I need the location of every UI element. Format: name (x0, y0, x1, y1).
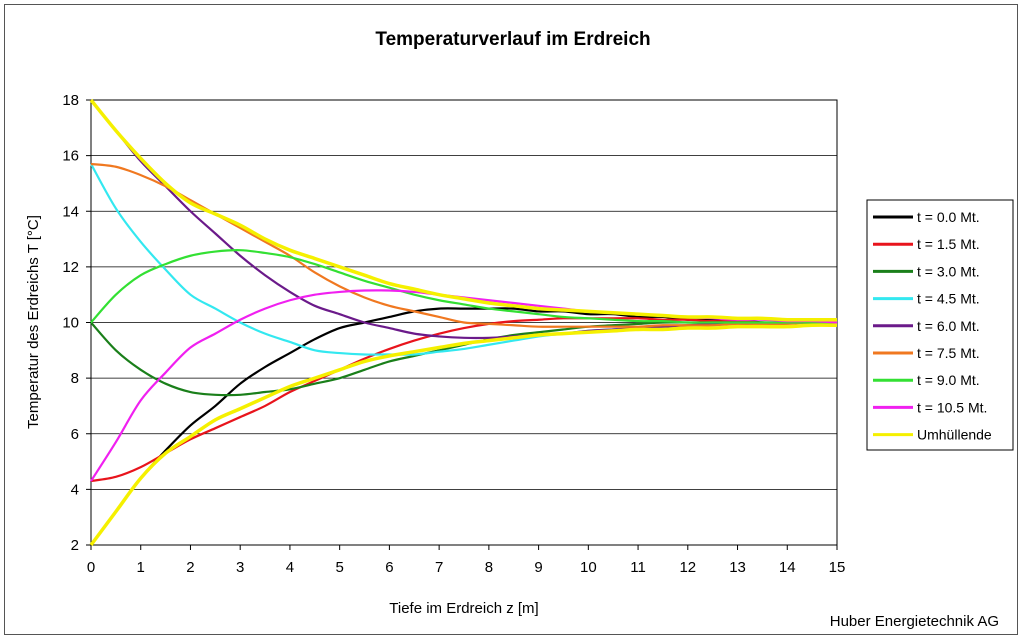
legend-label: t = 7.5 Mt. (917, 345, 980, 361)
legend-label: t = 9.0 Mt. (917, 372, 980, 388)
series-line-umh-llende-upper (89, 98, 837, 322)
y-tick-label: 4 (71, 481, 79, 498)
series-line-t-0-0-mt (90, 307, 837, 546)
legend-label: t = 4.5 Mt. (917, 291, 980, 307)
y-tick-label: 10 (62, 315, 79, 332)
series-line-t-3-0-mt (90, 321, 837, 397)
series-layer (89, 98, 838, 547)
x-tick-label: 6 (385, 559, 393, 576)
x-tick-label: 11 (630, 559, 646, 576)
y-tick-label: 12 (62, 259, 79, 276)
y-axis-label: Temperatur des Erdreichs T [°C] (25, 215, 42, 429)
chart-frame: Temperaturverlauf im Erdreich 2 4 6 8 10 12 14… (4, 4, 1018, 635)
legend-label: t = 1.5 Mt. (917, 236, 980, 252)
chart-title: Temperaturverlauf im Erdreich (375, 29, 650, 50)
x-tick-label: 10 (580, 559, 597, 576)
x-tick-label: 3 (236, 559, 244, 576)
y-tick-label: 14 (62, 203, 79, 220)
x-tick-label: 8 (485, 559, 493, 576)
series-line-t-9-0-mt (90, 249, 837, 324)
y-tick-label: 2 (71, 537, 79, 554)
y-tick-label: 18 (62, 92, 79, 109)
x-tick-label: 4 (286, 559, 294, 576)
legend-label: t = 6.0 Mt. (917, 318, 980, 334)
x-tick-label: 5 (335, 559, 343, 576)
gridlines (86, 99, 838, 550)
x-tick-label: 7 (435, 559, 443, 576)
x-tick-label: 9 (534, 559, 542, 576)
x-tick-labels: 0 1 2 3 4 5 6 7 8 9 10 11 12 13 14 15 (87, 559, 846, 576)
x-tick-label: 1 (137, 559, 145, 576)
credit-text: Huber Energietechnik AG (830, 613, 999, 630)
y-tick-label: 8 (71, 370, 79, 387)
x-axis-label: Tiefe im Erdreich z [m] (389, 600, 538, 617)
x-tick-label: 2 (186, 559, 194, 576)
legend-label: t = 10.5 Mt. (917, 399, 987, 415)
legend: t = 0.0 Mt. t = 1.5 Mt. t = 3.0 Mt. t = 4.5… (866, 199, 1014, 451)
series-line-umh-llende-lower (89, 323, 838, 547)
legend-label: t = 3.0 Mt. (917, 263, 980, 279)
x-tick-label: 13 (729, 559, 746, 576)
legend-label: Umhüllende (917, 427, 992, 443)
series-line-t-1-5-mt (90, 317, 837, 483)
y-tick-label: 6 (71, 426, 79, 443)
x-tick-label: 14 (779, 559, 796, 576)
legend-label: t = 0.0 Mt. (917, 209, 980, 225)
x-tick-label: 15 (829, 559, 846, 576)
y-tick-label: 16 (62, 148, 79, 165)
temperature-chart: Temperaturverlauf im Erdreich 2468101214… (25, 29, 1014, 630)
x-tick-label: 12 (679, 559, 696, 576)
series-line-t-6-0-mt (90, 99, 837, 340)
y-tick-labels: 2 4 6 8 10 12 14 16 18 (62, 92, 79, 554)
x-tick-label: 0 (87, 559, 95, 576)
